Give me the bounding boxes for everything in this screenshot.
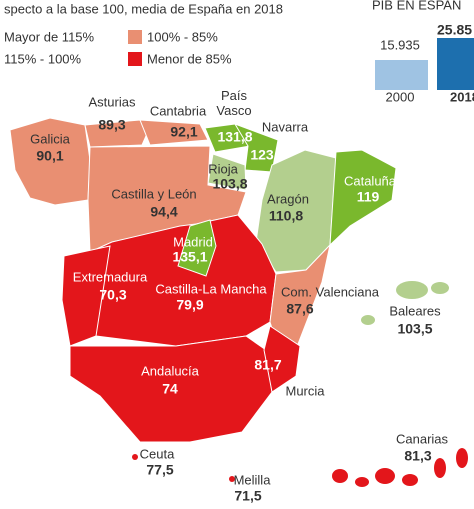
region: [61, 245, 111, 347]
region-value: 92,1: [170, 124, 197, 140]
city-dot: [229, 476, 235, 482]
region-name: Castilla y León: [111, 186, 196, 201]
region-name: Cataluña: [344, 173, 397, 188]
island: [456, 448, 468, 468]
region-value: 71,5: [234, 488, 261, 504]
region-name: Asturias: [89, 94, 136, 109]
inset-year: 2000: [386, 89, 415, 104]
region-name: Com. Valenciana: [281, 284, 380, 299]
inset-bar: [437, 38, 474, 90]
region-value: 103,5: [397, 321, 432, 337]
regions: [9, 117, 468, 487]
region-value: 90,1: [36, 148, 63, 164]
labels: Galicia 90,1 Asturias 89,3 Cantabria 92,…: [30, 94, 448, 503]
region-name: Aragón: [267, 191, 309, 206]
region-value: 87,6: [286, 301, 313, 317]
region-value: 77,5: [146, 462, 173, 478]
island: [434, 458, 446, 478]
legend-label: 115% - 100%: [4, 51, 82, 66]
region-value: 81,3: [404, 448, 431, 464]
region: [233, 123, 279, 173]
region-name: Andalucía: [141, 363, 200, 378]
inset-title: PIB EN ESPAÑ: [372, 0, 461, 12]
inset-bar: [375, 60, 428, 90]
region-name: Melilla: [234, 472, 272, 487]
region-value: 131,8: [217, 129, 252, 145]
region-name: Navarra: [262, 119, 309, 134]
region-name: País Vasco: [216, 88, 252, 118]
legend-swatch: [128, 52, 142, 66]
region: [69, 335, 273, 443]
island: [355, 477, 369, 487]
region: [207, 153, 247, 191]
inset-value: 25.85: [437, 22, 472, 38]
island: [402, 474, 418, 486]
region: [139, 119, 209, 146]
legend-label: 100% - 85%: [147, 29, 218, 44]
region-value: 110,8: [269, 208, 303, 224]
island: [431, 282, 449, 294]
region-value: 81,7: [254, 357, 281, 373]
region-name: Murcia: [285, 383, 325, 398]
island: [396, 281, 428, 299]
region-name: Baleares: [389, 303, 441, 318]
region-value: 74: [162, 381, 178, 397]
subtitle: specto a la base 100, media de España en…: [4, 1, 283, 16]
region-value: 94,4: [150, 204, 177, 220]
region-value: 103,8: [212, 176, 247, 192]
region-value: 135,1: [172, 249, 207, 265]
region-value: 70,3: [99, 287, 126, 303]
island: [361, 315, 375, 325]
region: [177, 219, 217, 277]
legend-label: Menor de 85%: [147, 51, 232, 66]
inset-year: 2018: [450, 89, 474, 104]
island: [375, 468, 395, 484]
region-value: 79,9: [176, 297, 203, 313]
region-name: Rioja: [208, 161, 238, 176]
island: [332, 469, 348, 483]
region-name: Madrid: [173, 234, 213, 249]
region-name: Extremadura: [73, 269, 148, 284]
region-value: 123: [250, 147, 274, 163]
region-value: 89,3: [98, 117, 125, 133]
region-name: Ceuta: [140, 446, 175, 461]
legend-label: Mayor de 115%: [4, 29, 95, 44]
legend-swatch: [128, 30, 142, 44]
region-name: Canarias: [396, 431, 449, 446]
region-value: 119: [357, 189, 380, 205]
region-name: Castilla-La Mancha: [155, 281, 267, 296]
region-name: Galicia: [30, 131, 71, 146]
region: [263, 325, 301, 393]
inset-value: 15.935: [380, 37, 420, 52]
city-dot: [132, 454, 138, 460]
region-name: Cantabria: [150, 103, 207, 118]
